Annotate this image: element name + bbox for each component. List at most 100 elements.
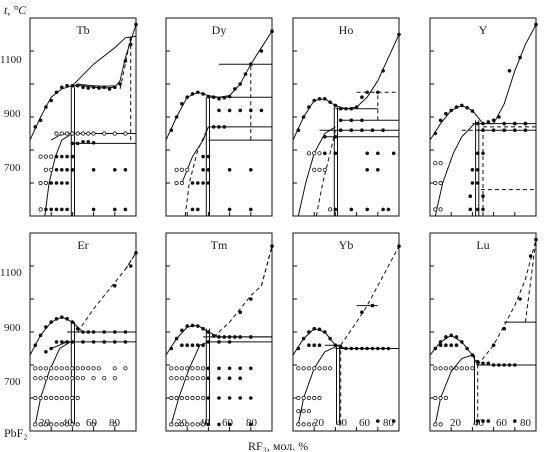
x-tick-label: 60 — [359, 417, 371, 429]
data-point-open — [438, 180, 443, 186]
data-point-filled — [169, 346, 174, 351]
data-point-open — [38, 366, 43, 371]
data-point-filled — [344, 106, 348, 111]
data-point-filled — [249, 422, 253, 427]
data-point-open — [38, 180, 43, 186]
data-point-filled — [386, 207, 391, 212]
data-point-filled — [227, 340, 232, 344]
data-point-open — [86, 131, 91, 136]
x-tick-label: 80 — [520, 417, 532, 429]
data-point-filled — [238, 376, 242, 381]
data-point-open — [43, 376, 49, 381]
data-point-filled — [102, 85, 106, 90]
data-point-open — [54, 366, 59, 371]
dashed-curve — [260, 246, 273, 286]
data-point-open — [112, 422, 117, 427]
data-point-filled — [123, 168, 128, 172]
data-point-filled — [460, 103, 464, 108]
data-point-filled — [233, 87, 237, 91]
data-point-filled — [70, 83, 75, 88]
data-point-filled — [134, 251, 138, 255]
data-point-filled — [502, 128, 507, 132]
data-point-open — [322, 366, 327, 371]
data-point-open — [195, 422, 200, 427]
data-point-open — [454, 366, 459, 371]
data-point-filled — [222, 96, 227, 100]
data-point-filled — [102, 330, 106, 334]
panel-label: Y — [479, 23, 488, 37]
data-point-open — [49, 395, 54, 401]
data-point-filled — [238, 335, 242, 339]
data-point-filled — [344, 346, 348, 351]
data-point-filled — [360, 118, 364, 123]
panels-group: Tb Dy Ho Y Er Tm Yb Lu — [29, 17, 538, 432]
data-point-open — [59, 422, 64, 427]
data-point-filled — [201, 326, 205, 331]
data-point-open — [38, 207, 43, 212]
data-point-filled — [301, 115, 306, 119]
data-point-filled — [438, 343, 443, 348]
data-point-filled — [211, 125, 216, 129]
data-point-filled — [190, 207, 195, 212]
data-point-filled — [486, 419, 491, 423]
data-point-filled — [243, 72, 248, 76]
data-point-filled — [38, 333, 43, 338]
data-point-filled — [123, 59, 128, 63]
solid-curve — [165, 30, 273, 141]
data-point-filled — [81, 340, 85, 344]
data-point-filled — [211, 334, 216, 338]
data-point-filled — [249, 108, 253, 113]
data-point-filled — [270, 29, 274, 33]
data-point-open — [433, 422, 438, 427]
data-point-filled — [44, 105, 48, 109]
data-point-open — [86, 366, 91, 371]
data-point-filled — [60, 154, 64, 159]
data-point-open — [102, 131, 107, 136]
data-point-filled — [259, 49, 264, 53]
data-point-filled — [227, 366, 232, 371]
x-tick-label: 60 — [222, 417, 234, 429]
data-point-filled — [323, 330, 327, 334]
data-point-filled — [206, 168, 211, 172]
data-point-filled — [217, 97, 221, 101]
solid-curve — [29, 316, 136, 356]
data-point-open — [112, 376, 117, 381]
data-point-filled — [270, 244, 274, 248]
data-point-filled — [33, 125, 38, 129]
data-point-filled — [54, 317, 59, 321]
data-point-filled — [227, 396, 232, 400]
data-point-open — [449, 366, 454, 371]
data-point-filled — [349, 207, 354, 212]
data-point-open — [54, 376, 59, 381]
data-point-filled — [312, 343, 317, 348]
data-point-filled — [118, 82, 122, 86]
data-point-open — [169, 376, 174, 381]
data-point-open — [190, 422, 195, 427]
data-point-filled — [475, 121, 480, 126]
data-point-filled — [54, 181, 59, 185]
x-tick-label: 60 — [86, 417, 98, 429]
data-point-filled — [354, 105, 359, 109]
data-point-open — [306, 409, 311, 414]
data-point-filled — [206, 154, 211, 159]
dashed-curve — [184, 126, 209, 217]
data-point-open — [174, 366, 179, 371]
data-point-filled — [433, 346, 438, 351]
data-point-filled — [196, 324, 200, 328]
data-point-filled — [475, 168, 480, 172]
data-point-filled — [201, 181, 205, 185]
data-point-filled — [333, 151, 338, 156]
data-point-filled — [349, 128, 354, 132]
x-tick-label: 20 — [450, 417, 462, 429]
panel-frame — [292, 17, 400, 217]
solid-curve — [34, 341, 71, 425]
panel-dy: Dy — [165, 17, 274, 217]
data-point-filled — [180, 328, 184, 333]
data-point-filled — [360, 346, 364, 351]
data-point-filled — [60, 207, 64, 212]
data-point-filled — [227, 207, 232, 212]
data-point-filled — [81, 85, 85, 90]
data-point-filled — [49, 181, 53, 185]
data-point-filled — [365, 346, 370, 351]
